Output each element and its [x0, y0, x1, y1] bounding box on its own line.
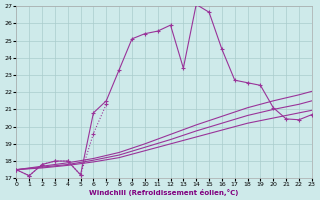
X-axis label: Windchill (Refroidissement éolien,°C): Windchill (Refroidissement éolien,°C) — [89, 189, 239, 196]
